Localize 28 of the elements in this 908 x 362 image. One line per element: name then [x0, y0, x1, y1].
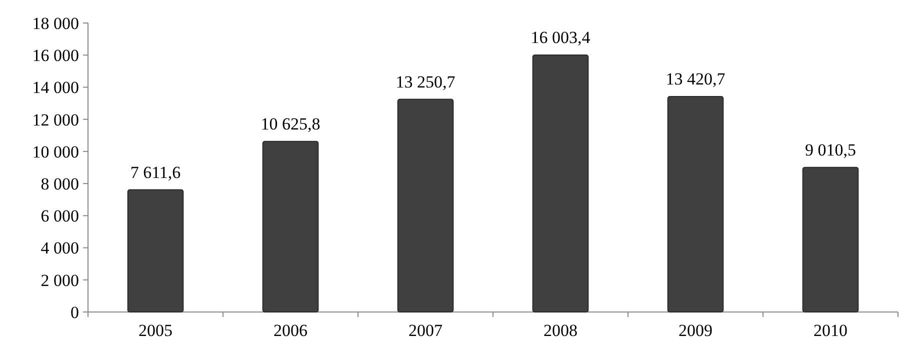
y-tick-label: 16 000: [32, 46, 79, 66]
y-tick-label: 12 000: [32, 110, 79, 130]
bar: [127, 189, 184, 312]
y-tick-label: 4 000: [40, 238, 79, 258]
data-label: 13 420,7: [666, 70, 726, 89]
bar: [262, 140, 319, 312]
x-tick-label: 2008: [544, 321, 578, 340]
x-tick-label: 2010: [814, 321, 848, 340]
data-label: 9 010,5: [805, 140, 856, 160]
bar: [397, 98, 454, 312]
y-tick-label: 2 000: [40, 270, 79, 290]
y-tick-label: 6 000: [40, 206, 79, 226]
data-label: 16 003,4: [530, 28, 591, 48]
y-tick-label: 14 000: [32, 78, 79, 98]
y-tick-label: 8 000: [40, 174, 79, 194]
y-tick-label: 0: [70, 302, 79, 322]
x-tick-label: 2009: [678, 321, 712, 340]
x-tick-label: 2005: [138, 321, 172, 340]
bar: [802, 166, 859, 312]
bar: [532, 54, 589, 312]
data-label: 10 625,8: [260, 114, 320, 134]
bar: [667, 96, 724, 312]
data-label: 7 611,6: [130, 162, 181, 182]
y-tick-label: 10 000: [32, 142, 79, 162]
y-tick-label: 18 000: [32, 14, 79, 33]
x-tick-label: 2006: [274, 321, 308, 340]
x-tick-label: 2007: [408, 321, 443, 340]
data-label: 13 250,7: [396, 72, 456, 92]
